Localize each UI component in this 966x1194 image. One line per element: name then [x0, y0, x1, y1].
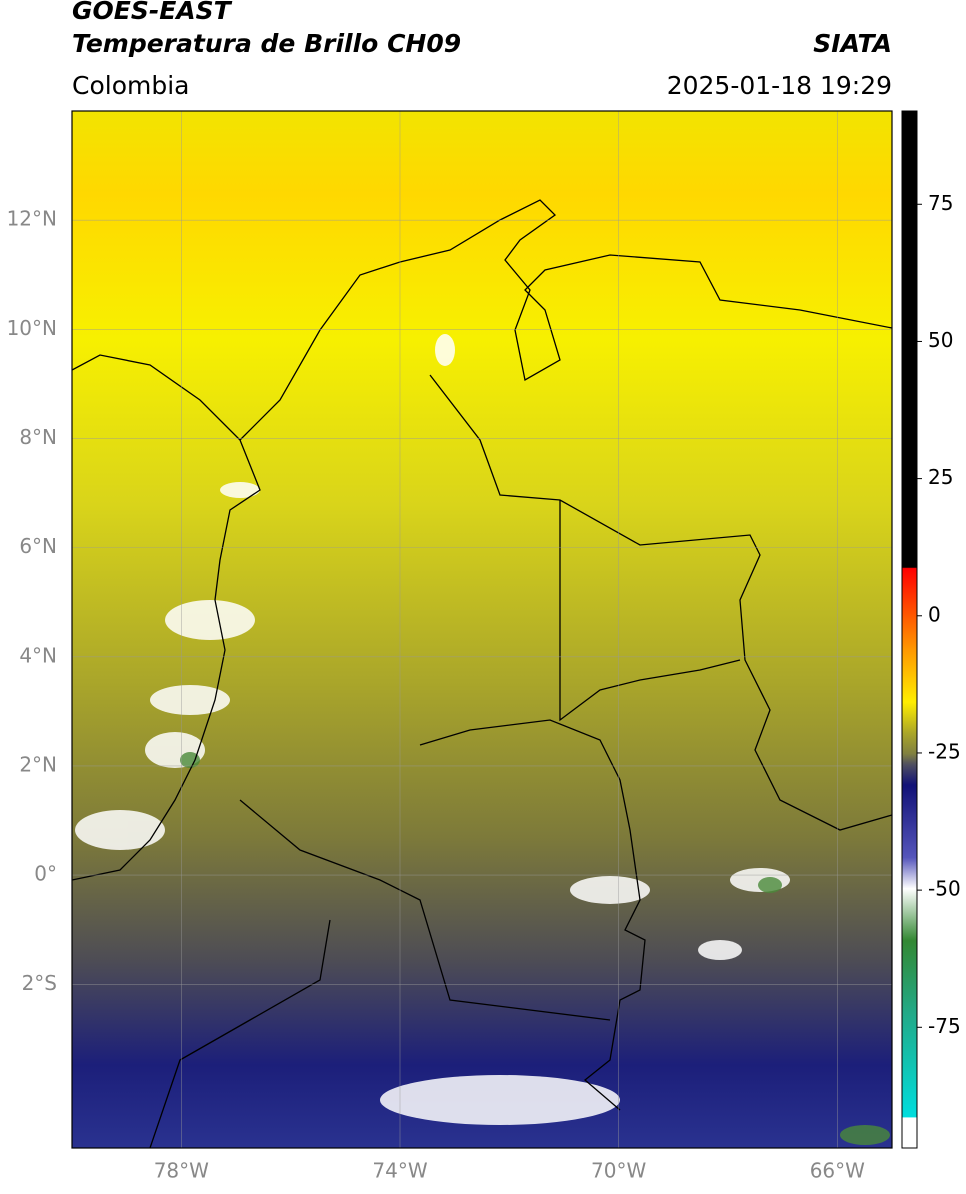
- colorbar-tick-label: -25: [928, 739, 961, 763]
- map-frame: [71, 110, 893, 1149]
- source: SIATA: [813, 29, 892, 58]
- title: GOES-EAST: [72, 0, 233, 25]
- colorbar-tick-label: 0: [928, 602, 941, 626]
- colorbar-tick-label: -50: [928, 877, 961, 901]
- lat-tick-label: 6°N: [19, 534, 57, 558]
- colorbar-tick-label: 50: [928, 328, 953, 352]
- lat-tick-label: 12°N: [7, 207, 57, 231]
- colorbar-tick-label: 25: [928, 465, 953, 489]
- datetime: 2025-01-18 19:29: [667, 71, 892, 100]
- region: Colombia: [72, 71, 189, 100]
- lat-tick-label: 0°: [34, 862, 57, 886]
- lat-tick-label: 2°N: [19, 752, 57, 776]
- subtitle: Temperatura de Brillo CH09: [72, 29, 461, 58]
- lat-tick-label: 2°S: [22, 971, 57, 995]
- lon-tick-label: 78°W: [154, 1159, 209, 1183]
- lat-tick-label: 8°N: [19, 425, 57, 449]
- lat-tick-label: 10°N: [7, 316, 57, 340]
- colorbar-tick-label: -75: [928, 1014, 961, 1038]
- map-image: [72, 111, 892, 1148]
- lat-tick-label: 4°N: [19, 643, 57, 667]
- graticule: [72, 111, 892, 1148]
- colorbar: [901, 110, 918, 1149]
- lon-tick-label: 70°W: [591, 1159, 646, 1183]
- lon-tick-label: 66°W: [810, 1159, 865, 1183]
- lon-tick-label: 74°W: [372, 1159, 427, 1183]
- colorbar-tick-label: 75: [928, 191, 953, 215]
